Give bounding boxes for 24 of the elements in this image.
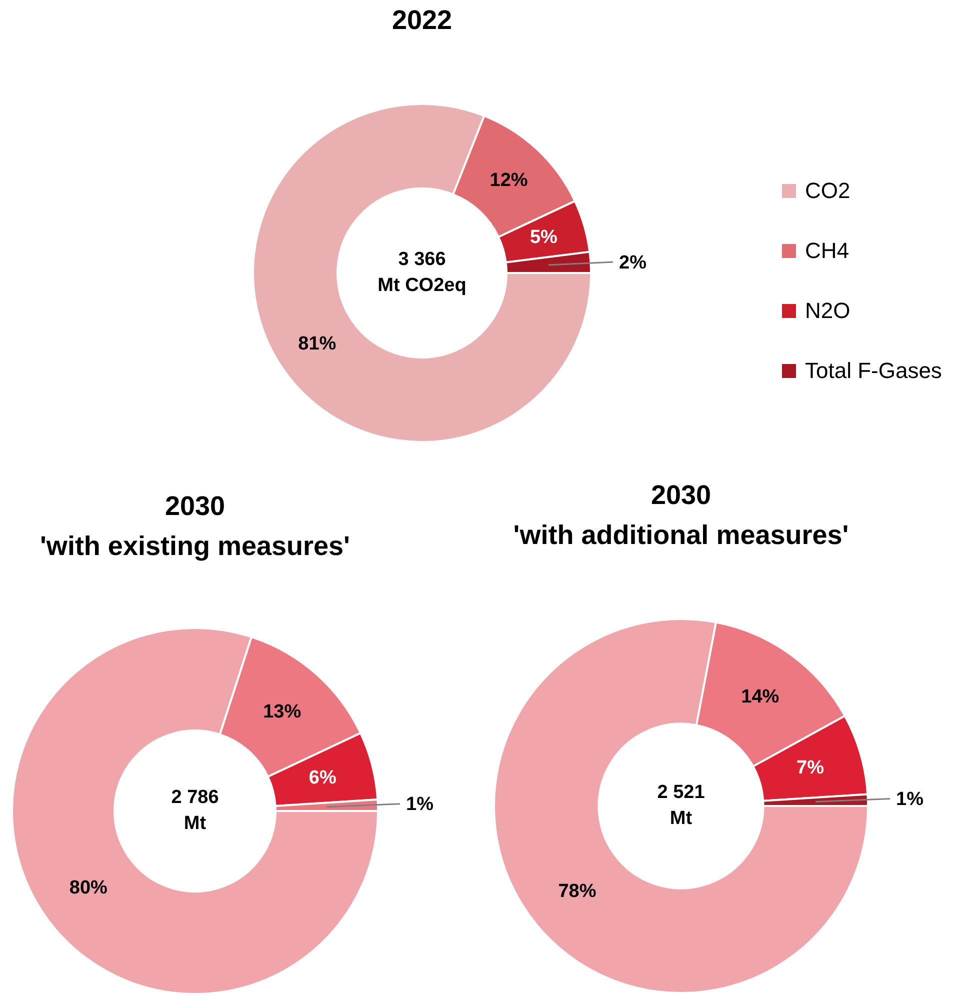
text: 2 786 Mt: [171, 786, 219, 836]
legend-label: CO2: [805, 178, 850, 204]
data-label: 1%: [406, 794, 434, 816]
data-label: 7%: [796, 758, 824, 779]
data-label: 78%: [558, 881, 596, 902]
chart-title: 2022: [390, 4, 454, 37]
data-label: 12%: [490, 170, 528, 191]
chart-title: 2030: [164, 490, 226, 523]
data-label: 13%: [263, 701, 302, 722]
chart-subtitle: 'with existing measures': [39, 530, 351, 563]
data-label: 5%: [530, 226, 558, 248]
legend-label: N2O: [805, 298, 850, 324]
data-label: 81%: [298, 333, 336, 354]
legend-label: Total F-Gases: [805, 358, 942, 384]
data-label: 80%: [69, 878, 108, 899]
chart-subtitle: 'with additional measures': [512, 519, 850, 552]
chart-title: 2030: [650, 479, 712, 512]
data-label: 2%: [619, 252, 647, 274]
text: 2 521 Mt: [657, 781, 705, 831]
data-label: 14%: [741, 686, 780, 708]
data-label: 1%: [896, 789, 924, 810]
data-label: 6%: [308, 767, 336, 788]
text: 3 366 Mt CO2eq: [378, 248, 466, 298]
legend-label: CH4: [805, 238, 850, 264]
